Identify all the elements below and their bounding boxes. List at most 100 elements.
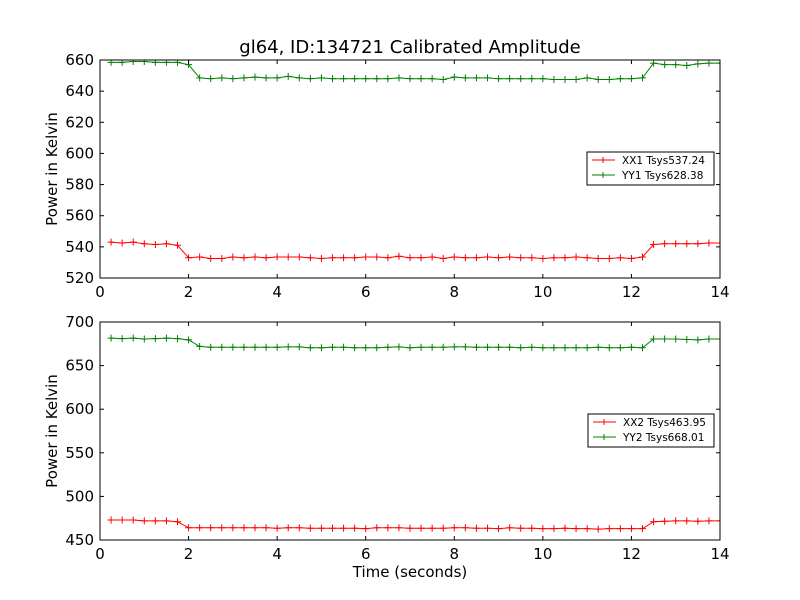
data-point: [417, 254, 425, 262]
data-point: [495, 525, 503, 533]
x-tick-label: 12: [622, 283, 641, 301]
data-point: [185, 254, 193, 262]
data-point: [417, 343, 425, 351]
data-point: [605, 525, 613, 533]
y-tick-label: 620: [65, 113, 94, 131]
data-point: [550, 75, 558, 83]
data-point: [650, 518, 658, 526]
data-point: [406, 524, 414, 532]
data-point: [151, 241, 159, 249]
legend: XX2 Tsys463.95 YY2 Tsys668.01: [587, 413, 715, 448]
data-point: [594, 75, 602, 83]
data-point: [661, 61, 669, 69]
data-point: [373, 524, 381, 532]
data-point: [428, 253, 436, 261]
data-point: [395, 252, 403, 260]
data-point: [672, 517, 680, 525]
data-point: [406, 254, 414, 262]
data-point: [683, 240, 691, 248]
data-point: [140, 517, 148, 525]
data-point: [306, 254, 314, 262]
data-point: [384, 75, 392, 83]
data-point: [461, 74, 469, 82]
data-point: [561, 254, 569, 262]
legend-marker: [600, 172, 606, 178]
y-tick-label: 640: [65, 82, 94, 100]
data-point: [129, 238, 137, 246]
data-point: [572, 525, 580, 533]
y-axis-label: Power in Kelvin: [43, 112, 61, 226]
data-point: [174, 241, 181, 249]
data-point: [118, 516, 126, 524]
data-point: [384, 254, 392, 262]
data-point: [594, 255, 602, 263]
data-point: [484, 253, 491, 261]
data-point: [661, 517, 669, 525]
data-point: [295, 524, 303, 532]
data-point: [384, 524, 392, 532]
data-point: [329, 343, 336, 351]
data-point: [129, 334, 137, 342]
data-point: [373, 253, 381, 261]
data-point: [317, 255, 325, 263]
data-point: [273, 74, 281, 82]
data-point: [672, 61, 680, 69]
y-tick-label: 700: [65, 313, 94, 331]
x-tick-label: 4: [272, 283, 282, 301]
y-tick-label: 650: [65, 357, 94, 375]
data-point: [351, 524, 359, 532]
data-point: [240, 524, 248, 532]
data-point: [162, 334, 170, 342]
x-tick-label: 8: [450, 283, 460, 301]
data-point: [705, 60, 713, 67]
data-point: [495, 75, 503, 83]
y-tick-label: 450: [65, 531, 94, 549]
data-point: [461, 343, 469, 351]
data-point: [550, 254, 558, 262]
legend-marker: [600, 157, 606, 163]
data-point: [605, 255, 613, 263]
data-point: [528, 254, 536, 262]
data-point: [583, 344, 591, 352]
data-point: [506, 75, 514, 83]
data-point: [140, 240, 148, 248]
legend-marker: [601, 434, 607, 440]
legend-label: YY2 Tsys668.01: [622, 432, 704, 444]
data-point: [683, 517, 691, 525]
data-point: [340, 343, 348, 351]
data-point: [517, 344, 525, 352]
y-tick-label: 580: [65, 176, 94, 194]
data-point: [472, 74, 480, 82]
data-point: [650, 60, 658, 67]
x-tick-label: 10: [533, 283, 552, 301]
data-point: [672, 335, 680, 343]
data-point: [594, 525, 602, 533]
axes-frame: [99, 321, 721, 541]
data-point: [627, 525, 635, 533]
data-point: [273, 524, 281, 532]
data-point: [207, 343, 215, 351]
data-point: [295, 253, 303, 261]
data-point: [185, 336, 193, 344]
data-point: [118, 335, 126, 343]
data-point: [284, 343, 292, 351]
data-point: [118, 239, 126, 247]
data-point: [262, 343, 270, 351]
data-point: [594, 343, 602, 351]
data-point: [107, 334, 115, 342]
data-point: [583, 525, 591, 533]
data-point: [694, 336, 702, 344]
data-point: [450, 253, 458, 261]
y-tick-label: 550: [65, 444, 94, 462]
data-point: [572, 75, 580, 83]
series-line-1-2: [111, 61, 720, 80]
x-tick-label: 2: [184, 283, 194, 301]
data-point: [506, 524, 514, 532]
data-point: [140, 335, 148, 343]
data-point: [196, 253, 204, 261]
data-point: [140, 60, 148, 66]
x-tick-label: 12: [622, 545, 641, 563]
data-point: [672, 240, 680, 248]
data-point: [229, 343, 237, 351]
x-tick-label: 4: [272, 545, 282, 563]
